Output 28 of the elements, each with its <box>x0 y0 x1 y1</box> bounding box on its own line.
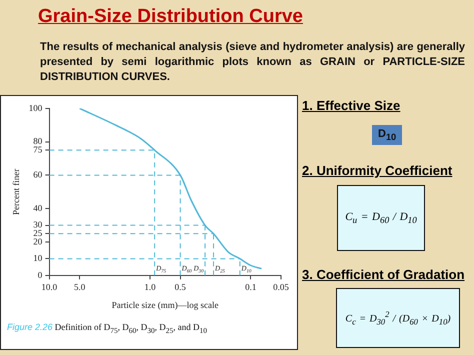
x-tick-label: 0.5 <box>174 282 186 292</box>
text: C$_{c}$ = D$_{30}$$^{2}$ / (D$_{60}$ × D$_{10}$) <box>345 310 451 326</box>
y-tick-label: 100 <box>28 102 43 113</box>
x-tick-label: 10.0 <box>41 282 58 292</box>
text: 1. Effective Size <box>302 98 400 113</box>
text: D$_{10}$ <box>372 125 402 146</box>
x-tick-label: 0.05 <box>273 282 290 292</box>
y-tick-label: 75 <box>33 144 43 155</box>
text: Definition of D$_{75}$, D$_{60}$, D$_{30}$, D$_{25}$, and D$_{10}$ <box>54 322 208 335</box>
y-tick-label: 40 <box>33 202 43 213</box>
y-tick-label: 25 <box>33 228 43 238</box>
x-tick-label: 5.0 <box>74 282 86 292</box>
chart-title: Grain-Size Distribution Curve <box>38 6 303 28</box>
y-axis-title: Percent finer <box>10 168 21 216</box>
caption: Figure 2.26 <box>7 322 53 332</box>
chart-subtitle: The results of mechanical analysis (sieve and hydrometer analysis) are generally presented by semi logarithmic plots known as GRAIN or PARTICLE-SIZE DISTRIBUTION CURVES. <box>40 40 465 85</box>
y-tick-label: 20 <box>33 236 43 246</box>
x-axis-title: Particle size (mm)—log scale <box>112 300 219 310</box>
y-tick-label: 10 <box>33 253 43 264</box>
y-tick-label: 0 <box>38 270 43 280</box>
x-tick-label: 1.0 <box>144 282 156 292</box>
text: 2. Uniformity Coefficient <box>302 163 452 178</box>
y-tick-label: 30 <box>33 220 43 230</box>
y-tick-label: 80 <box>33 136 43 146</box>
text: C$_{u}$ = D$_{60}$ / D$_{10}$ <box>345 210 417 226</box>
x-tick-label: 0.1 <box>245 282 256 292</box>
text: 3. Coefficient of Gradation <box>302 267 465 282</box>
y-tick-label: 60 <box>33 170 43 180</box>
